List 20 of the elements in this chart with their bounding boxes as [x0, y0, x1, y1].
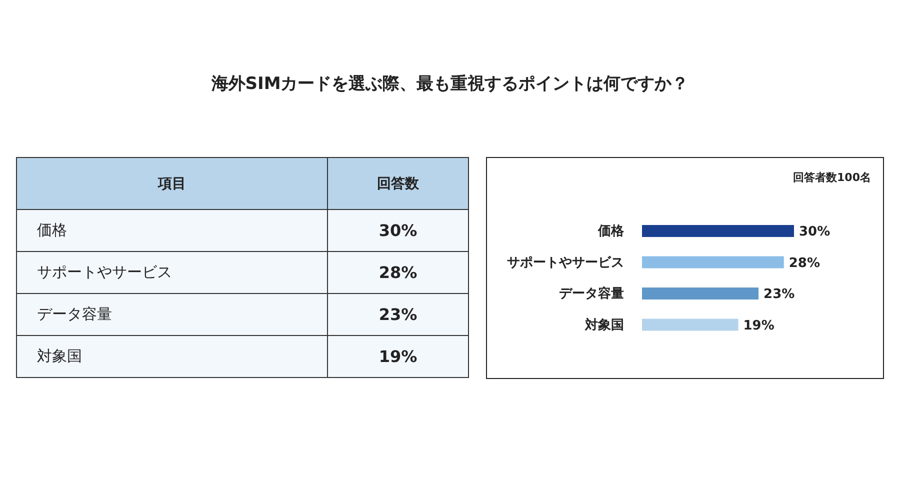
- text: 19%: [378, 347, 418, 366]
- category-label: 対象国: [37, 347, 82, 365]
- category-label: サポートやサービス: [37, 263, 172, 281]
- y-tick-label: 価格: [597, 224, 625, 240]
- text: 海外SIMカードを選ぶ際、最も重視するポイントは何ですか？: [210, 73, 690, 95]
- text: 30%: [378, 221, 418, 240]
- data-label: 23%: [764, 287, 795, 302]
- category-label: データ容量: [37, 305, 112, 323]
- data-label: 30%: [799, 224, 830, 240]
- text: 項目: [16, 158, 328, 210]
- data-label: 28%: [788, 256, 820, 271]
- category-label: 価格: [37, 221, 67, 239]
- y-tick-label: サポートやサービス: [507, 255, 624, 270]
- text: 回答者数100名: [793, 170, 871, 185]
- data-label: 19%: [743, 318, 774, 334]
- text: 回答数: [328, 158, 468, 210]
- text: 23%: [378, 305, 418, 324]
- y-tick-label: 対象国: [584, 316, 624, 333]
- text: 28%: [378, 263, 418, 282]
- y-tick-label: データ容量: [559, 286, 624, 302]
